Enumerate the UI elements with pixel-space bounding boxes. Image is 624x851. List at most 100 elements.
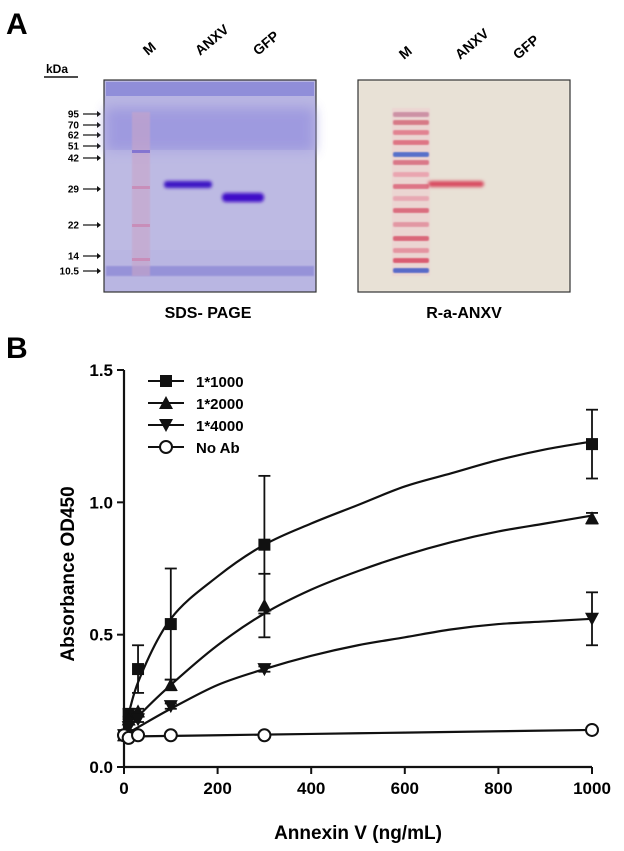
- data-point-no-ab: [257, 728, 272, 743]
- blot-ladder-band: [393, 130, 429, 135]
- data-point-1-1000: [586, 438, 598, 451]
- blot-ladder-band: [393, 152, 429, 157]
- marker-arrowhead: [97, 122, 101, 128]
- data-point-1-2000: [585, 511, 599, 525]
- x-tick-label: 400: [297, 779, 325, 798]
- blot-ladder-band: [393, 208, 429, 213]
- blot-ladder-band: [393, 236, 429, 241]
- legend-label-1-1000: 1*1000: [196, 374, 244, 391]
- y-tick-label: 0.0: [89, 758, 113, 777]
- marker-label: 10.5: [60, 267, 80, 278]
- blot-lane-label-anxv: ANXV: [452, 25, 493, 63]
- data-point-1-4000: [131, 713, 146, 727]
- marker-arrowhead: [97, 111, 101, 117]
- legend-label-1-4000: 1*4000: [196, 418, 244, 435]
- gel-band-gfp: [222, 193, 264, 202]
- blot-ladder-band: [393, 120, 429, 125]
- blot-ladder-band: [393, 248, 429, 253]
- blot-ladder-band: [393, 222, 429, 227]
- data-point-1-4000: [163, 700, 178, 714]
- data-point-1-4000: [257, 663, 272, 677]
- y-axis-title: Absorbance OD450: [58, 486, 79, 661]
- data-point-no-ab: [131, 728, 146, 743]
- gel-lane-label-gfp: GFP: [250, 28, 282, 59]
- marker-arrowhead: [97, 186, 101, 192]
- gel-lane-label-anxv: ANXV: [192, 21, 233, 59]
- legend-label-no-ab: No Ab: [196, 440, 240, 457]
- western-blot: [357, 79, 571, 293]
- marker-label: 51: [68, 142, 80, 153]
- data-point-1-4000: [585, 612, 599, 626]
- gel-caption: SDS- PAGE: [165, 305, 252, 322]
- gel-band-anxv: [164, 181, 212, 188]
- blot-ladder-band: [393, 184, 429, 189]
- blot-ladder: [392, 108, 430, 276]
- data-point-1-4000: [121, 721, 136, 735]
- data-point-no-ab: [163, 728, 178, 743]
- marker-arrowhead: [97, 253, 101, 259]
- blot-lane-label-gfp: GFP: [510, 32, 542, 63]
- x-tick-label: 200: [203, 779, 231, 798]
- y-tick-label: 0.5: [89, 626, 113, 645]
- data-point-1-1000: [164, 618, 177, 631]
- marker-arrowhead: [97, 268, 101, 274]
- data-point-no-ab: [585, 722, 599, 737]
- marker-arrowhead: [97, 143, 101, 149]
- data-point-1-2000: [163, 677, 178, 691]
- x-tick-label: 0: [119, 779, 128, 798]
- blot-ladder-band: [393, 112, 429, 117]
- sds-page-gel: [103, 79, 317, 293]
- panel-a-letter: A: [6, 8, 28, 41]
- gel-lane-label-m: M: [140, 39, 159, 59]
- blot-ladder-band: [393, 140, 429, 145]
- marker-label: 29: [68, 185, 80, 196]
- blot-ladder-band: [393, 268, 429, 273]
- blot-lane-labels: M ANXV GFP: [396, 25, 542, 63]
- x-axis-title: Annexin V (ng/mL): [274, 823, 442, 844]
- binding-curve-chart: 0.0 0.5 1.0 1.5 0 200 400 600 800 1000 1*1000 1*20…: [58, 361, 611, 844]
- x-tick-label: 600: [391, 779, 419, 798]
- y-tick-label: 1.0: [89, 493, 113, 512]
- marker-label: 62: [68, 131, 80, 142]
- data-point-1-1000: [258, 538, 271, 551]
- chart-legend: 1*1000 1*2000 1*4000 No Ab: [148, 374, 244, 457]
- marker-arrowhead: [97, 132, 101, 138]
- x-tick-label: 800: [484, 779, 512, 798]
- marker-label: 70: [68, 121, 80, 132]
- x-tick-label: 1000: [573, 779, 611, 798]
- panel-b-letter: B: [6, 332, 28, 365]
- blot-ladder-band: [393, 196, 429, 201]
- legend-marker-1-4000: [159, 419, 173, 432]
- data-points: [117, 438, 599, 745]
- legend-label-1-2000: 1*2000: [196, 396, 244, 413]
- marker-arrowhead: [97, 155, 101, 161]
- data-point-1-1000: [132, 663, 145, 676]
- blot-ladder-band: [393, 172, 429, 177]
- kda-label: kDa: [46, 62, 68, 76]
- blot-ladder-band: [393, 160, 429, 165]
- marker-arrowhead: [97, 222, 101, 228]
- legend-marker-no-ab: [159, 440, 173, 454]
- blot-band-anxv: [428, 181, 484, 187]
- fit-curve-1-1000: [122, 440, 593, 736]
- blot-ladder-band: [393, 258, 429, 263]
- marker-label: 42: [68, 154, 80, 165]
- fit-curve-no-ab: [123, 728, 593, 738]
- fit-curve-1-2000: [123, 514, 593, 736]
- panel-b: B 0.00.51.01.50 200 400 600 800 1000 1*10001*…: [6, 332, 611, 844]
- fit-curve-1-4000: [123, 617, 593, 737]
- legend-marker-1-1000: [160, 375, 172, 387]
- data-point-1-2000: [257, 598, 272, 612]
- gel-lane-labels: M ANXV GFP: [140, 21, 282, 59]
- marker-label: 22: [68, 221, 80, 232]
- fit-curves: [122, 440, 593, 738]
- blot-caption: R-a-ANXV: [426, 305, 502, 322]
- chart-axes: 0.0 0.5 1.0 1.5 0 200 400 600 800 1000: [89, 361, 611, 798]
- y-tick-label: 1.5: [89, 361, 113, 380]
- blot-lane-label-m: M: [396, 43, 415, 63]
- marker-label: 95: [68, 110, 80, 121]
- legend-marker-1-2000: [159, 396, 173, 409]
- marker-label: 14: [68, 252, 80, 263]
